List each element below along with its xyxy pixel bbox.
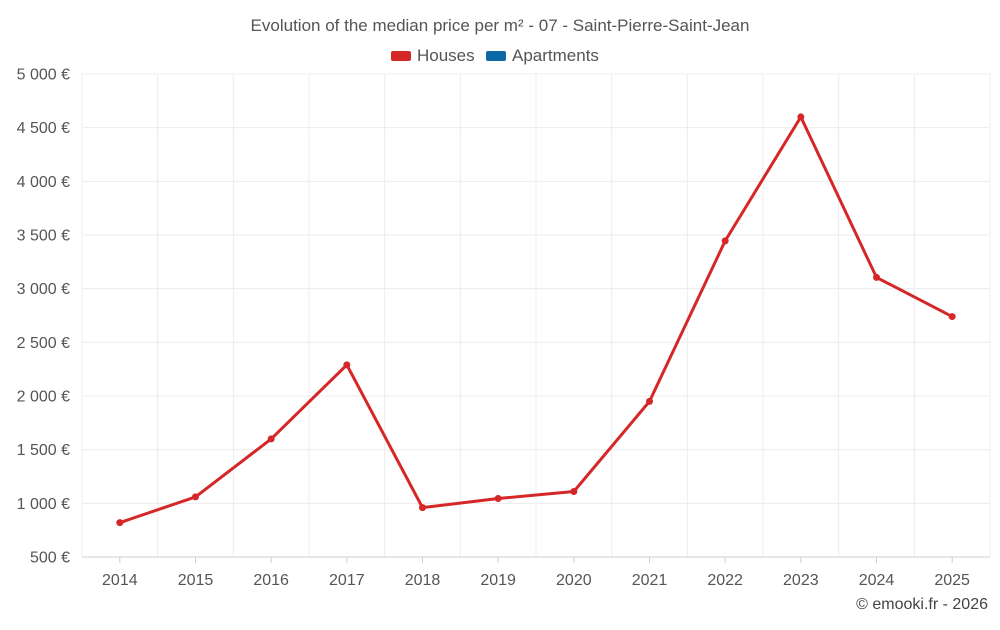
data-point-2014[interactable] [116,519,124,527]
data-point-2017[interactable] [343,361,351,369]
series-houses [116,113,956,527]
data-point-2025[interactable] [948,313,956,321]
y-tick-label: 1 500 € [17,442,70,459]
x-tick-label: 2020 [556,572,592,589]
x-tick-label: 2015 [178,572,214,589]
x-tick-label: 2018 [405,572,441,589]
y-tick-label: 4 500 € [17,120,70,137]
data-point-2015[interactable] [192,493,199,501]
x-tick-label: 2021 [632,572,668,589]
legend-swatch-apartments [486,51,506,61]
data-point-2016[interactable] [267,435,275,443]
x-tick-label: 2019 [480,572,516,589]
legend-label-apartments: Apartments [512,46,599,65]
y-tick-label: 3 000 € [17,281,70,298]
x-tick-label: 2016 [253,572,289,589]
y-tick-label: 500 € [30,550,70,567]
y-tick-label: 2 000 € [17,389,70,406]
data-point-2020[interactable] [570,488,578,496]
y-tick-label: 5 000 € [17,67,70,84]
axes: 500 € 1 000 € 1 500 € 2 000 € 2 500 € 3 000 €… [17,67,990,589]
data-point-2019[interactable] [494,495,502,503]
legend-item-apartments[interactable]: Apartments [486,46,599,65]
legend: Houses Apartments [391,46,599,65]
data-point-2023[interactable] [797,113,805,121]
legend-label-houses: Houses [417,46,475,65]
y-tick-label: 3 500 € [17,228,70,245]
data-point-2018[interactable] [419,504,426,512]
x-tick-label: 2023 [783,572,819,589]
x-tick-label: 2014 [102,572,138,589]
data-point-2024[interactable] [873,273,880,281]
x-tick-label: 2022 [707,572,743,589]
x-tick-label: 2024 [859,572,895,589]
data-point-2022[interactable] [721,237,729,245]
y-tick-label: 2 500 € [17,335,70,352]
chart-title: Evolution of the median price per m² - 0… [251,16,750,35]
legend-item-houses[interactable]: Houses [391,46,475,65]
data-point-2021[interactable] [646,397,653,405]
y-tick-label: 4 000 € [17,174,70,191]
legend-swatch-houses [391,51,411,61]
x-tick-label: 2017 [329,572,365,589]
grid [81,73,991,558]
series-line-houses [118,115,954,525]
y-tick-label: 1 000 € [17,496,70,513]
x-tick-label: 2025 [934,572,970,589]
credit-text: © emooki.fr - 2026 [856,596,988,613]
